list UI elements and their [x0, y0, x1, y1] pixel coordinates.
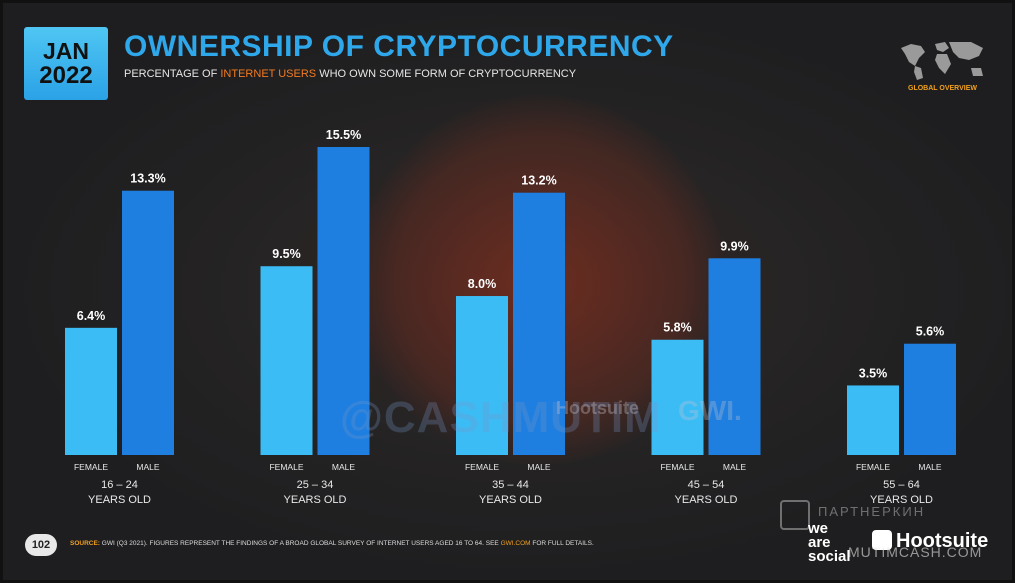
watermark-text: @CASHMUTIM: [340, 393, 662, 442]
partner-watermark: ПАРТНЕРКИН: [818, 504, 926, 519]
data-label-male-2: 15.5%: [326, 128, 361, 142]
sub-label-male-3: MALE: [527, 462, 550, 472]
data-label-female-2: 9.5%: [272, 247, 301, 261]
category-label-4-line-1: 45 – 54: [688, 479, 725, 491]
map-label: GLOBAL OVERVIEW: [908, 85, 977, 92]
data-label-female-4: 5.8%: [663, 321, 692, 335]
hootsuite-logo: Hootsuite: [896, 530, 989, 552]
category-label-2-line-2: YEARS OLD: [284, 494, 347, 506]
sub-label-female-5: FEMALE: [856, 462, 890, 472]
category-label-1-line-1: 16 – 24: [101, 479, 138, 491]
category-label-4-line-2: YEARS OLD: [675, 494, 738, 506]
category-label-5-line-1: 55 – 64: [883, 479, 920, 491]
data-label-female-5: 3.5%: [859, 366, 888, 380]
sub-label-male-1: MALE: [136, 462, 159, 472]
badge-year: 2022: [39, 61, 93, 89]
bar-male-3: [513, 192, 565, 455]
sub-label-female-2: FEMALE: [269, 462, 303, 472]
sub-label-female-1: FEMALE: [74, 462, 108, 472]
subtitle-highlight: INTERNET USERS: [220, 68, 317, 80]
bar-male-1: [122, 190, 174, 455]
data-label-female-3: 8.0%: [468, 277, 497, 291]
bar-female-2: [260, 266, 313, 455]
bar-female-3: [456, 296, 508, 455]
chart-subtitle: PERCENTAGE OF INTERNET USERS WHO OWN SOM…: [124, 68, 576, 80]
data-label-male-4: 9.9%: [720, 239, 749, 253]
sub-label-female-3: FEMALE: [465, 462, 499, 472]
bar-male-5: [904, 343, 956, 455]
bar-male-4: [708, 258, 761, 455]
hootsuite-owl-icon: [872, 530, 892, 550]
chart-title: OWNERSHIP OF CRYPTOCURRENCY: [124, 30, 674, 63]
date-badge: JAN 2022: [24, 27, 108, 100]
source-label: SOURCE:: [70, 540, 100, 547]
partner-watermark-icon: [780, 500, 810, 530]
category-label-3-line-1: 35 – 44: [492, 479, 529, 491]
source-text: GWI (Q3 2021). FIGURES REPRESENT THE FIN…: [99, 540, 501, 547]
data-label-male-5: 5.6%: [916, 325, 945, 339]
world-map-icon: [901, 42, 983, 80]
logo-word-are: are: [808, 534, 831, 551]
page-number: 102: [25, 534, 57, 556]
category-label-2-line-1: 25 – 34: [297, 479, 334, 491]
source-tail: FOR FULL DETAILS.: [530, 540, 594, 547]
mutimcash-watermark: MUTIMCASH.COM: [848, 544, 983, 560]
data-label-male-1: 13.3%: [130, 172, 165, 186]
subtitle-after: WHO OWN SOME FORM OF CRYPTOCURRENCY: [316, 68, 577, 80]
bar-male-2: [317, 147, 370, 455]
badge-month: JAN: [42, 37, 89, 64]
sub-label-male-5: MALE: [918, 462, 941, 472]
bar-female-1: [65, 327, 117, 455]
logo-word-social: social: [808, 548, 851, 565]
sub-label-female-4: FEMALE: [660, 462, 694, 472]
sub-label-male-2: MALE: [332, 462, 355, 472]
source-link[interactable]: GWI.COM: [500, 540, 531, 547]
bar-female-4: [651, 339, 704, 455]
we-are-social-logo: we are social: [808, 520, 851, 565]
watermark-hootsuite: Hootsuite: [556, 398, 639, 418]
sub-label-male-4: MALE: [723, 462, 746, 472]
watermark-gwi: GWI.: [678, 395, 742, 426]
logo-word-we: we: [808, 520, 829, 537]
data-label-male-3: 13.2%: [521, 174, 556, 188]
data-label-female-1: 6.4%: [77, 309, 106, 323]
bar-female-5: [847, 385, 899, 455]
category-label-5-line-2: YEARS OLD: [870, 494, 933, 506]
subtitle-before: PERCENTAGE OF: [124, 68, 221, 80]
category-label-3-line-2: YEARS OLD: [479, 494, 542, 506]
source-note: SOURCE: GWI (Q3 2021). FIGURES REPRESENT…: [70, 540, 594, 547]
category-label-1-line-2: YEARS OLD: [88, 494, 151, 506]
